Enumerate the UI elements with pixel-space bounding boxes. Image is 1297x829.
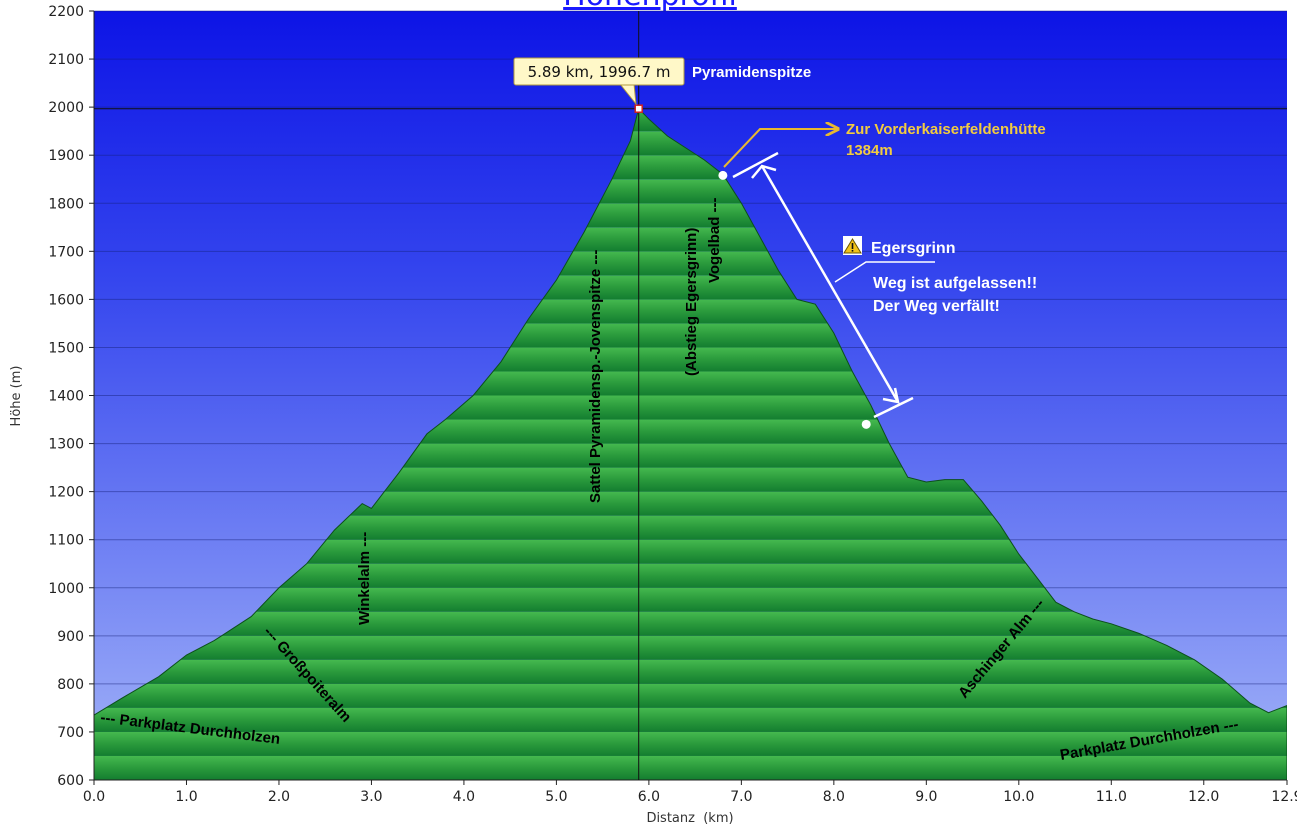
page-title[interactable]: Höhenprofil [530,0,770,13]
y-tick-label: 1400 [48,389,84,405]
x-tick-label: 11.0 [1096,789,1127,805]
label-winkelalm: Winkelalm --- [356,532,373,625]
x-tick-label: 9.0 [915,789,937,805]
x-tick-label: 2.0 [268,789,290,805]
y-axis-ticks: 600 700 800 900 1000 1100 1200 1300 1400 1500 1600… [48,4,94,789]
tooltip: 5.89 km, 1996.7 m [513,57,685,106]
y-tick-label: 2200 [48,4,84,20]
terrain-band [94,683,1287,708]
y-tick-label: 1700 [48,244,84,260]
y-tick-label: 900 [57,629,84,645]
warning-icon [843,236,862,255]
x-tick-label: 0.0 [83,789,105,805]
route-end-marker [861,419,871,429]
x-tick-label: 12.9 [1271,789,1297,805]
peak-marker[interactable] [634,104,643,113]
x-tick-label: 1.0 [175,789,197,805]
tooltip-box [513,57,685,86]
x-axis-label: Distanz (km) [646,811,733,826]
y-tick-label: 1800 [48,196,84,212]
y-tick-label: 700 [57,725,84,741]
y-tick-label: 1300 [48,437,84,453]
x-tick-label: 3.0 [360,789,382,805]
x-tick-label: 4.0 [453,789,475,805]
tooltip-text: 5.89 km, 1996.7 m [528,63,671,81]
terrain-outline [94,107,1287,780]
route-markers [718,170,871,429]
x-tick-label: 8.0 [823,789,845,805]
terrain-band [94,755,1287,780]
y-tick-label: 1000 [48,581,84,597]
label-warning-line1: Weg ist aufgelassen!! [873,275,1037,292]
label-warning-line2: Der Weg verfällt! [873,298,1000,315]
x-axis-ticks: 0.0 1.0 2.0 3.0 4.0 5.0 6.0 7.0 8.0 9.0 10.0 11.0 12… [83,780,1297,805]
x-tick-label: 6.0 [638,789,660,805]
label-abstieg: (Abstieg Egersgrinn) [683,228,700,376]
y-tick-label: 1600 [48,292,84,308]
x-tick-label: 7.0 [730,789,752,805]
y-tick-label: 1500 [48,340,84,356]
y-tick-label: 1100 [48,533,84,549]
route-start-marker [718,170,728,180]
label-sattel: Sattel Pyramidensp.-Jovenspitze --- [587,250,604,503]
label-vogelbad: Vogelbad --- [706,197,723,283]
y-tick-label: 2100 [48,52,84,68]
label-hut-elevation: 1384m [846,142,893,159]
terrain-band [94,731,1287,756]
peak-label: Pyramidenspitze [692,64,811,81]
label-egersgrinn: Egersgrinn [871,240,955,257]
warning-leader-line [834,261,935,283]
terrain-band [94,659,1287,684]
terrain-band [94,707,1287,732]
x-tick-label: 10.0 [1003,789,1034,805]
x-tick-label: 12.0 [1188,789,1219,805]
route-span-arrow [732,151,914,419]
terrain-band [94,635,1287,660]
y-tick-label: 1900 [48,148,84,164]
x-tick-label: 5.0 [545,789,567,805]
y-tick-label: 1200 [48,485,84,501]
y-tick-label: 2000 [48,100,84,116]
y-tick-label: 800 [57,677,84,693]
y-axis-label: Höhe (m) [9,366,24,427]
hut-pointer-arrow [723,129,838,168]
y-tick-label: 600 [57,773,84,789]
label-vorderkaiserfeldenhuette: Zur Vorderkaiserfeldenhütte [846,121,1046,138]
